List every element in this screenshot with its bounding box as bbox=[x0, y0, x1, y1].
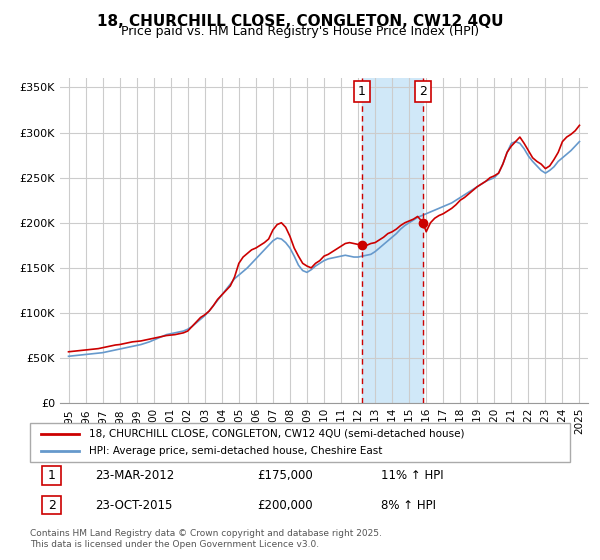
Text: 18, CHURCHILL CLOSE, CONGLETON, CW12 4QU: 18, CHURCHILL CLOSE, CONGLETON, CW12 4QU bbox=[97, 14, 503, 29]
FancyBboxPatch shape bbox=[42, 496, 61, 514]
Text: 8% ↑ HPI: 8% ↑ HPI bbox=[381, 498, 436, 512]
Text: Price paid vs. HM Land Registry's House Price Index (HPI): Price paid vs. HM Land Registry's House … bbox=[121, 25, 479, 38]
Text: £175,000: £175,000 bbox=[257, 469, 313, 482]
Text: 23-MAR-2012: 23-MAR-2012 bbox=[95, 469, 174, 482]
Text: HPI: Average price, semi-detached house, Cheshire East: HPI: Average price, semi-detached house,… bbox=[89, 446, 383, 456]
Text: £200,000: £200,000 bbox=[257, 498, 313, 512]
Text: 2: 2 bbox=[419, 85, 427, 98]
Text: 23-OCT-2015: 23-OCT-2015 bbox=[95, 498, 172, 512]
Text: Contains HM Land Registry data © Crown copyright and database right 2025.
This d: Contains HM Land Registry data © Crown c… bbox=[30, 529, 382, 549]
Text: 2: 2 bbox=[47, 498, 56, 512]
FancyBboxPatch shape bbox=[30, 423, 570, 462]
Text: 1: 1 bbox=[358, 85, 366, 98]
Bar bbox=[362, 78, 423, 403]
Text: 1: 1 bbox=[47, 469, 56, 482]
FancyBboxPatch shape bbox=[42, 466, 61, 485]
Text: 11% ↑ HPI: 11% ↑ HPI bbox=[381, 469, 443, 482]
Text: 18, CHURCHILL CLOSE, CONGLETON, CW12 4QU (semi-detached house): 18, CHURCHILL CLOSE, CONGLETON, CW12 4QU… bbox=[89, 429, 465, 439]
